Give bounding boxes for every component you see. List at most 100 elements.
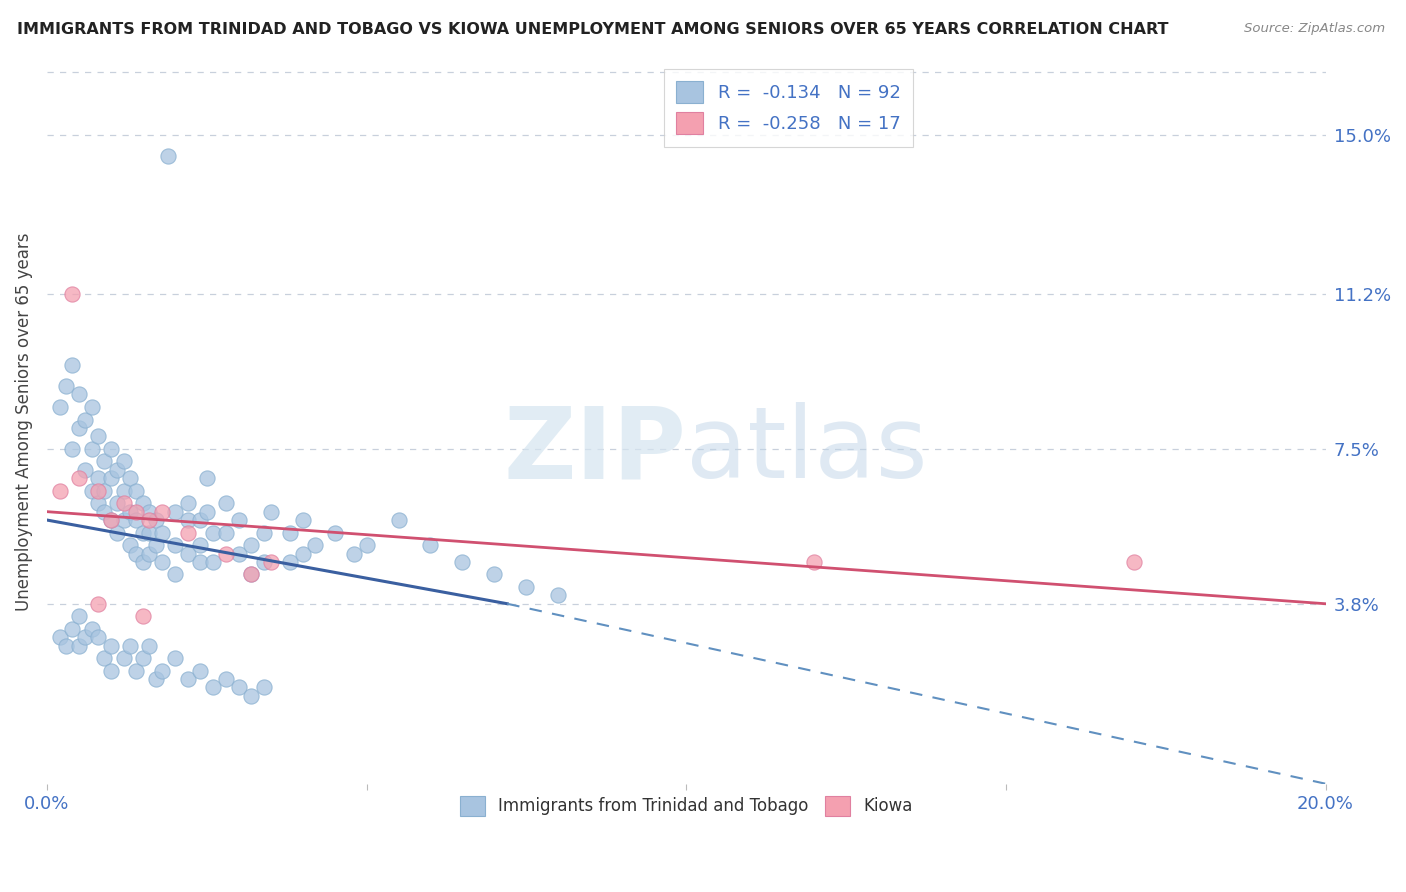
Point xyxy=(100,664,122,678)
Point xyxy=(118,639,141,653)
Point xyxy=(132,609,155,624)
Point xyxy=(356,538,378,552)
Point xyxy=(253,555,276,569)
Point xyxy=(132,525,155,540)
Point xyxy=(105,496,128,510)
Point xyxy=(803,555,825,569)
Point xyxy=(515,580,537,594)
Point xyxy=(138,547,160,561)
Point xyxy=(112,454,135,468)
Point xyxy=(163,651,186,665)
Point xyxy=(93,483,115,498)
Point xyxy=(125,547,148,561)
Point xyxy=(138,639,160,653)
Point xyxy=(100,513,122,527)
Point xyxy=(215,496,238,510)
Point xyxy=(118,471,141,485)
Point xyxy=(228,547,250,561)
Point xyxy=(125,664,148,678)
Point xyxy=(163,567,186,582)
Point xyxy=(67,421,90,435)
Point xyxy=(240,567,263,582)
Point xyxy=(304,538,326,552)
Point xyxy=(163,538,186,552)
Point xyxy=(93,454,115,468)
Point xyxy=(67,609,90,624)
Point xyxy=(67,471,90,485)
Point xyxy=(451,555,474,569)
Point xyxy=(138,505,160,519)
Point xyxy=(150,555,173,569)
Point xyxy=(48,400,70,414)
Point xyxy=(87,496,110,510)
Point xyxy=(125,483,148,498)
Point xyxy=(132,496,155,510)
Point xyxy=(419,538,441,552)
Point xyxy=(87,483,110,498)
Point xyxy=(67,639,90,653)
Point xyxy=(55,639,77,653)
Point xyxy=(105,525,128,540)
Point xyxy=(48,483,70,498)
Legend: Immigrants from Trinidad and Tobago, Kiowa: Immigrants from Trinidad and Tobago, Kio… xyxy=(450,786,922,826)
Point xyxy=(547,588,569,602)
Point xyxy=(93,651,115,665)
Point xyxy=(132,555,155,569)
Point xyxy=(145,513,167,527)
Point xyxy=(163,505,186,519)
Point xyxy=(75,463,97,477)
Point xyxy=(215,672,238,686)
Point xyxy=(87,597,110,611)
Point xyxy=(150,505,173,519)
Point xyxy=(188,555,211,569)
Point xyxy=(253,525,276,540)
Point xyxy=(253,681,276,695)
Point xyxy=(125,513,148,527)
Point xyxy=(176,547,198,561)
Point xyxy=(62,358,84,372)
Point xyxy=(80,622,103,636)
Point xyxy=(87,429,110,443)
Point xyxy=(150,525,173,540)
Text: atlas: atlas xyxy=(686,402,928,500)
Text: IMMIGRANTS FROM TRINIDAD AND TOBAGO VS KIOWA UNEMPLOYMENT AMONG SENIORS OVER 65 : IMMIGRANTS FROM TRINIDAD AND TOBAGO VS K… xyxy=(17,22,1168,37)
Point xyxy=(215,547,238,561)
Point xyxy=(188,513,211,527)
Point xyxy=(105,463,128,477)
Point xyxy=(87,630,110,644)
Point xyxy=(240,538,263,552)
Point xyxy=(176,525,198,540)
Point xyxy=(67,387,90,401)
Point xyxy=(118,538,141,552)
Point xyxy=(75,630,97,644)
Text: Source: ZipAtlas.com: Source: ZipAtlas.com xyxy=(1244,22,1385,36)
Point xyxy=(62,287,84,301)
Point xyxy=(157,149,180,163)
Point xyxy=(291,513,314,527)
Y-axis label: Unemployment Among Seniors over 65 years: Unemployment Among Seniors over 65 years xyxy=(15,233,32,611)
Point xyxy=(240,567,263,582)
Point xyxy=(323,525,346,540)
Point xyxy=(484,567,506,582)
Point xyxy=(202,555,225,569)
Point xyxy=(202,681,225,695)
Point xyxy=(125,505,148,519)
Point xyxy=(93,505,115,519)
Point xyxy=(80,483,103,498)
Point xyxy=(202,525,225,540)
Point xyxy=(80,400,103,414)
Point xyxy=(145,538,167,552)
Point xyxy=(228,681,250,695)
Point xyxy=(259,505,281,519)
Point xyxy=(112,513,135,527)
Point xyxy=(240,689,263,703)
Point xyxy=(112,496,135,510)
Point xyxy=(150,664,173,678)
Point xyxy=(138,513,160,527)
Point xyxy=(259,555,281,569)
Point xyxy=(100,639,122,653)
Point xyxy=(132,651,155,665)
Point xyxy=(75,412,97,426)
Point xyxy=(100,442,122,456)
Point xyxy=(62,442,84,456)
